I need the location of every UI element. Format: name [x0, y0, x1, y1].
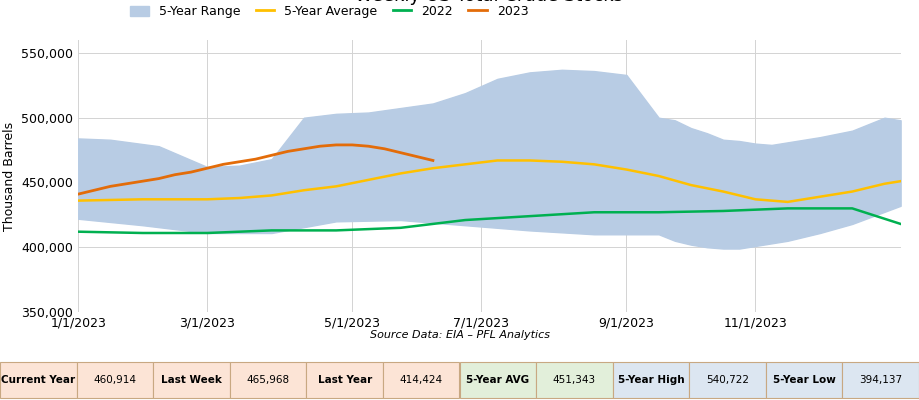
Y-axis label: Thousand Barrels: Thousand Barrels — [3, 122, 16, 230]
Text: 5-Year AVG: 5-Year AVG — [466, 375, 529, 385]
Text: 414,424: 414,424 — [400, 375, 443, 385]
FancyBboxPatch shape — [153, 362, 230, 398]
FancyBboxPatch shape — [0, 362, 76, 398]
Text: Last Year: Last Year — [317, 375, 372, 385]
Text: Current Year: Current Year — [1, 375, 75, 385]
Text: 5-Year High: 5-Year High — [618, 375, 685, 385]
Text: Last Week: Last Week — [161, 375, 221, 385]
Text: 394,137: 394,137 — [859, 375, 902, 385]
FancyBboxPatch shape — [460, 362, 536, 398]
Text: 465,968: 465,968 — [246, 375, 289, 385]
FancyBboxPatch shape — [76, 362, 153, 398]
Text: Source Data: EIA – PFL Analytics: Source Data: EIA – PFL Analytics — [369, 330, 550, 340]
FancyBboxPatch shape — [536, 362, 613, 398]
FancyBboxPatch shape — [306, 362, 383, 398]
FancyBboxPatch shape — [613, 362, 689, 398]
FancyBboxPatch shape — [766, 362, 843, 398]
FancyBboxPatch shape — [843, 362, 919, 398]
FancyBboxPatch shape — [383, 362, 460, 398]
Title: Weekly US Total Crude Stocks: Weekly US Total Crude Stocks — [356, 0, 623, 5]
FancyBboxPatch shape — [689, 362, 766, 398]
FancyBboxPatch shape — [230, 362, 306, 398]
Text: 540,722: 540,722 — [706, 375, 749, 385]
Legend: 5-Year Range, 5-Year Average, 2022, 2023: 5-Year Range, 5-Year Average, 2022, 2023 — [126, 0, 533, 23]
Text: 460,914: 460,914 — [94, 375, 136, 385]
Text: 5-Year Low: 5-Year Low — [773, 375, 835, 385]
Text: 451,343: 451,343 — [553, 375, 596, 385]
